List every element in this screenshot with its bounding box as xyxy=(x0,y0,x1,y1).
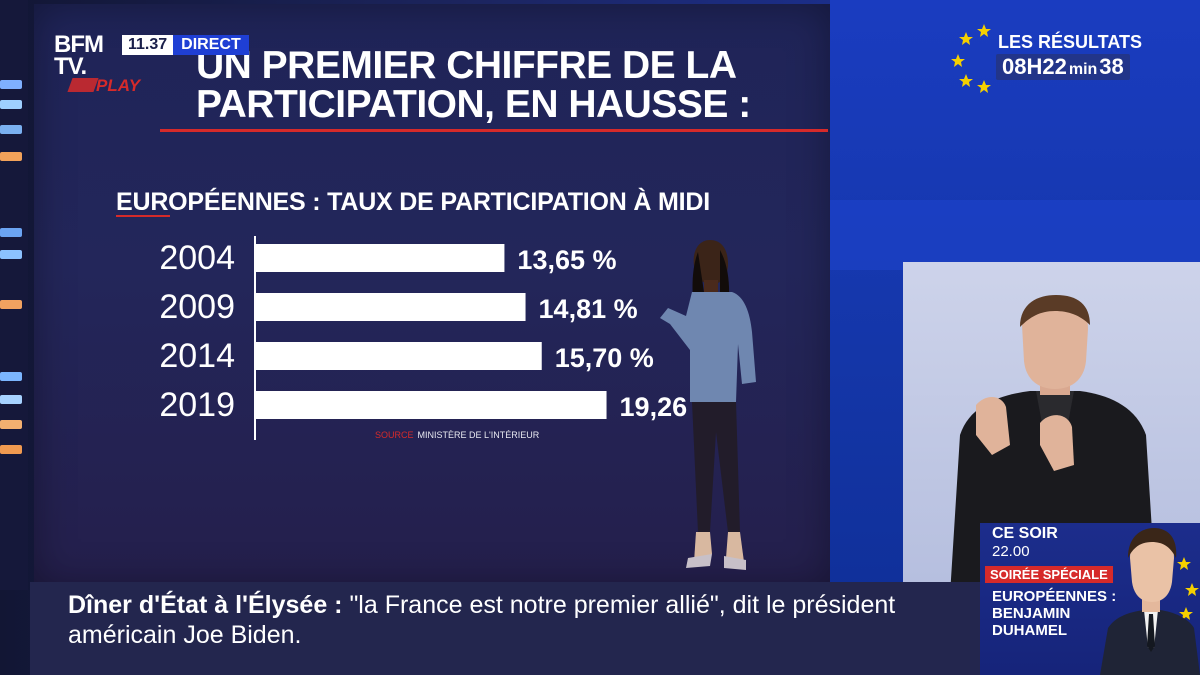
replay-mark-icon xyxy=(67,78,99,92)
bar-2004 xyxy=(256,244,505,272)
studio-left-strip xyxy=(0,0,28,590)
countdown-hours: 08H22 xyxy=(1002,54,1067,79)
live-time: 11.37 xyxy=(122,35,174,55)
bar-2019 xyxy=(256,391,607,419)
source-value: MINISTÈRE DE L'INTÉRIEUR xyxy=(417,430,540,440)
studio-light xyxy=(0,300,22,309)
ticker-text: Dîner d'État à l'Élysée : "la France est… xyxy=(68,590,978,650)
studio-light xyxy=(0,395,22,404)
chart-source: SOURCE MINISTÈRE DE L'INTÉRIEUR xyxy=(375,430,539,440)
results-countdown-label: LES RÉSULTATS xyxy=(998,32,1142,52)
headline-line-2: PARTICIPATION, EN HAUSSE : xyxy=(196,83,751,126)
value-label: 13,65 % xyxy=(517,245,616,275)
results-countdown-timer: 08H22 min 38 xyxy=(996,54,1130,80)
participation-bar-chart: 2004 13,65 %2009 14,81 %2014 15,70 %2019 19,… xyxy=(159,236,719,440)
source-label: SOURCE xyxy=(375,430,414,440)
studio-light xyxy=(0,228,22,237)
ticker-separator: : xyxy=(327,591,350,619)
category-label: 2014 xyxy=(159,337,235,375)
logo-text-bfm: BFM xyxy=(54,31,104,58)
category-label: 2004 xyxy=(159,239,235,277)
category-label: 2009 xyxy=(159,288,235,326)
studio-light xyxy=(0,445,22,454)
bar-2014 xyxy=(256,342,542,370)
value-label: 15,70 % xyxy=(555,343,654,373)
promo-badge: SOIRÉE SPÉCIALE xyxy=(985,566,1113,583)
studio-light xyxy=(0,372,22,381)
chart-title-accent xyxy=(116,215,170,217)
promo-show-line-3: DUHAMEL xyxy=(992,622,1067,639)
studio-light xyxy=(0,80,22,89)
countdown-seconds: 38 xyxy=(1099,54,1124,79)
headline-underline xyxy=(160,129,828,132)
chart-title: EUROPÉENNES : TAUX DE PARTICIPATION À MI… xyxy=(116,188,710,216)
replay-label: PLAY xyxy=(96,76,141,95)
headline-line-1: UN PREMIER CHIFFRE DE LA xyxy=(196,44,737,87)
screen-headline: UN PREMIER CHIFFRE DE LA PARTICIPATION, … xyxy=(196,46,816,124)
studio-right-band xyxy=(830,200,1200,270)
studio-light xyxy=(0,420,22,429)
promo-show-line-2: BENJAMIN xyxy=(992,605,1071,622)
live-badge: DIRECT xyxy=(173,35,249,55)
studio-light xyxy=(0,125,22,134)
presenter-figure xyxy=(660,240,756,570)
live-indicator: 11.37 DIRECT xyxy=(122,35,249,55)
studio-light xyxy=(0,100,22,109)
ticker-body: "la France est notre premier allié", dit… xyxy=(68,591,896,649)
host-portrait xyxy=(1100,528,1200,675)
value-label: 14,81 % xyxy=(539,294,638,324)
category-label: 2019 xyxy=(159,386,235,424)
countdown-min-label: min xyxy=(1068,61,1098,78)
bfmtv-logo: BFM TV. xyxy=(54,31,154,80)
promo-when: CE SOIR xyxy=(992,525,1058,542)
promo-time: 22.00 xyxy=(992,543,1030,560)
promo-show-title: EUROPÉENNES : BENJAMIN DUHAMEL xyxy=(992,588,1117,639)
bar-2009 xyxy=(256,293,526,321)
promo-show-line-1: EUROPÉENNES : xyxy=(992,588,1117,605)
studio-light xyxy=(0,152,22,161)
eu-stars-icon xyxy=(1177,557,1199,620)
ticker-headline: Dîner d'État à l'Élysée xyxy=(68,591,328,619)
studio-light xyxy=(0,250,22,259)
eu-stars-icon xyxy=(951,24,991,93)
logo-text-tv: TV. xyxy=(54,53,87,80)
